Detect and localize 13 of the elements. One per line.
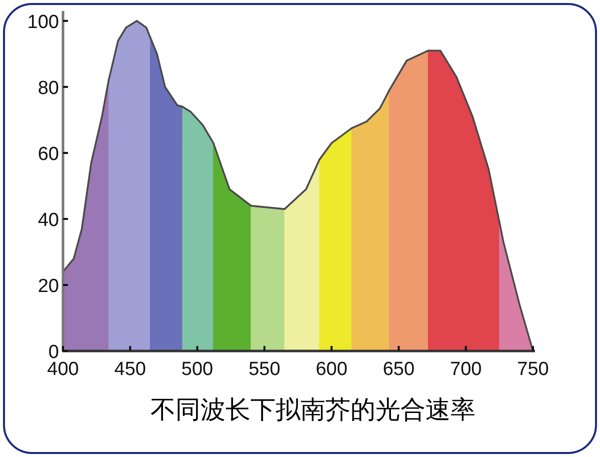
y-tick-label: 100 bbox=[27, 12, 59, 33]
x-tick-label: 550 bbox=[248, 359, 280, 380]
y-tick-label: 20 bbox=[38, 276, 59, 297]
x-tick-label: 650 bbox=[382, 359, 415, 380]
x-tick-label: 450 bbox=[114, 359, 146, 380]
x-tick-label: 600 bbox=[316, 359, 348, 380]
x-tick-label: 500 bbox=[181, 359, 214, 380]
text: 不同波长下拟南芥的光合速率 bbox=[150, 396, 476, 424]
y-tick-label: 40 bbox=[38, 210, 59, 231]
x-tick-label: 750 bbox=[517, 359, 549, 380]
x-tick-label: 700 bbox=[450, 359, 482, 380]
y-tick-label: 60 bbox=[38, 144, 59, 165]
y-tick-label: 80 bbox=[38, 78, 59, 99]
